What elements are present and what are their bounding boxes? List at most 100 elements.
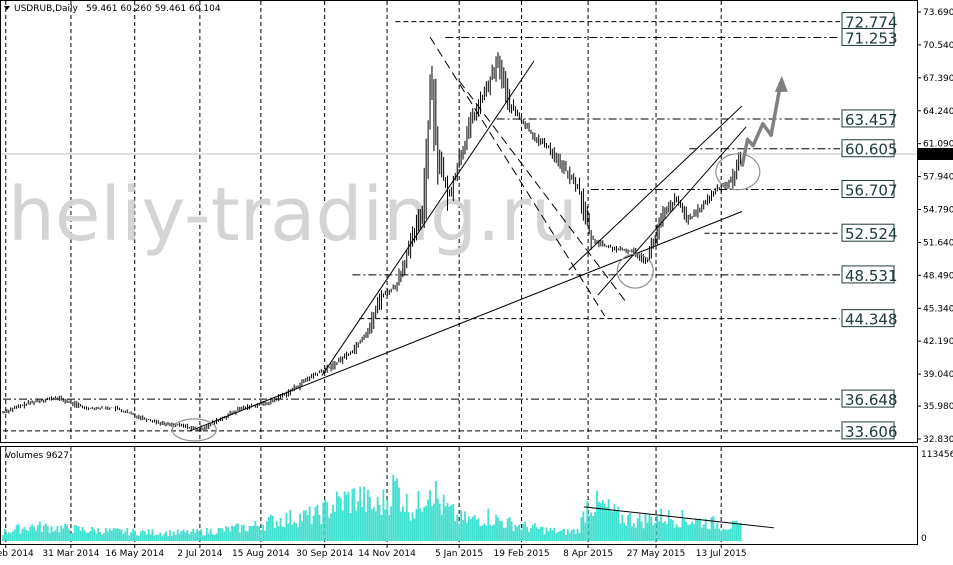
volume-bar — [106, 531, 109, 541]
volume-bar — [675, 524, 678, 541]
volume-bar — [223, 531, 226, 541]
volume-bar — [4, 528, 6, 541]
volume-bar — [467, 516, 470, 541]
volume-bar — [739, 522, 742, 541]
volume-bar — [720, 530, 723, 541]
volume-bar — [584, 522, 587, 541]
level-label-48.531: 48.531 — [845, 267, 898, 285]
volume-bar — [613, 504, 616, 541]
volume-bar — [194, 532, 197, 541]
volume-bar — [718, 528, 721, 541]
volume-bar — [448, 506, 451, 541]
volume-bar — [254, 520, 257, 541]
level-label-56.707: 56.707 — [845, 181, 898, 199]
volume-bar — [386, 499, 389, 541]
volume-bar — [289, 509, 292, 541]
volume-bar — [578, 532, 581, 541]
volume-bar — [110, 530, 113, 541]
volume-bar — [318, 514, 321, 541]
volume-bar — [590, 512, 593, 541]
level-box-60.605 — [841, 139, 895, 158]
volume-bar — [29, 526, 32, 541]
volume-bar — [64, 523, 67, 541]
x-tick-label: 12 Feb 2014 — [0, 549, 34, 559]
volume-bar — [603, 503, 606, 541]
volume-bar — [54, 530, 57, 541]
volume-bar — [198, 531, 200, 541]
volume-bar — [238, 532, 241, 541]
volume-bar — [400, 511, 402, 541]
volume-bar — [434, 480, 437, 541]
volume-bar — [180, 531, 183, 541]
volume-bar — [363, 486, 365, 541]
volume-bar — [143, 531, 146, 541]
volume-bar — [728, 529, 730, 541]
volume-bar — [347, 491, 350, 541]
projection-arrow-head — [774, 75, 788, 92]
volume-bar — [483, 523, 486, 541]
volume-bar — [419, 508, 422, 541]
x-tick-label: 30 Sep 2014 — [296, 549, 353, 559]
y-tick-label: 57.940 — [923, 173, 953, 183]
volume-bar — [497, 517, 499, 541]
volume-bar — [652, 525, 655, 541]
volume-bar — [601, 500, 604, 541]
volume-bar — [526, 527, 528, 541]
volume-bar — [372, 506, 375, 541]
volume-bar — [596, 490, 598, 541]
level-label-33.606: 33.606 — [845, 423, 898, 441]
volume-bar — [702, 524, 705, 541]
volume-bar — [479, 526, 482, 541]
volume-bar — [605, 507, 608, 541]
x-tick-label: 2 Jul 2014 — [177, 549, 222, 559]
volume-bar — [200, 529, 202, 541]
vertical-gridlines — [5, 1, 722, 544]
volume-bar — [42, 525, 45, 541]
volume-bar — [71, 533, 74, 541]
volume-bar — [466, 522, 468, 541]
volume-bar — [50, 526, 53, 541]
volume-bar — [27, 530, 30, 541]
volume-bar — [320, 524, 323, 541]
dropdown-triangle-icon[interactable] — [4, 6, 10, 10]
volume-bar — [79, 530, 82, 541]
volume-bar — [2, 535, 4, 541]
volume-bar — [664, 521, 666, 541]
volume-bar — [81, 527, 84, 541]
volume-bar — [392, 474, 395, 541]
volume-bar — [570, 530, 573, 541]
volume-bar — [182, 529, 185, 541]
volume-bar — [438, 503, 441, 541]
volume-bar — [731, 520, 734, 541]
volume-bar — [58, 532, 61, 541]
volume-max-label: 113456 — [921, 450, 953, 460]
volume-bar — [662, 522, 664, 541]
volume-bar — [225, 526, 228, 541]
volume-bar — [530, 527, 532, 541]
volume-bar — [304, 510, 307, 541]
volume-bar — [217, 528, 220, 541]
volume-bar — [378, 504, 381, 541]
volume-bar — [351, 488, 354, 541]
volume-bar — [13, 529, 16, 541]
volume-bar — [714, 528, 717, 541]
volume-bar — [493, 524, 495, 541]
x-tick-label: 19 Feb 2015 — [494, 549, 550, 559]
volume-bar — [269, 514, 272, 541]
volume-bar — [130, 532, 133, 541]
volume-bar — [401, 506, 404, 541]
current-price-label: 60.104 — [921, 150, 953, 160]
volume-bar — [403, 511, 406, 541]
level-label-60.605: 60.605 — [845, 141, 898, 159]
volume-bar — [128, 535, 131, 541]
volume-bar — [697, 519, 699, 541]
volume-bar — [679, 527, 682, 541]
level-box-63.457 — [841, 109, 895, 128]
x-tick-label: 13 Jul 2015 — [696, 549, 747, 559]
volume-bar — [394, 481, 396, 541]
volume-bar — [75, 525, 78, 541]
volume-bar — [355, 510, 358, 541]
volume-bar — [547, 531, 550, 541]
